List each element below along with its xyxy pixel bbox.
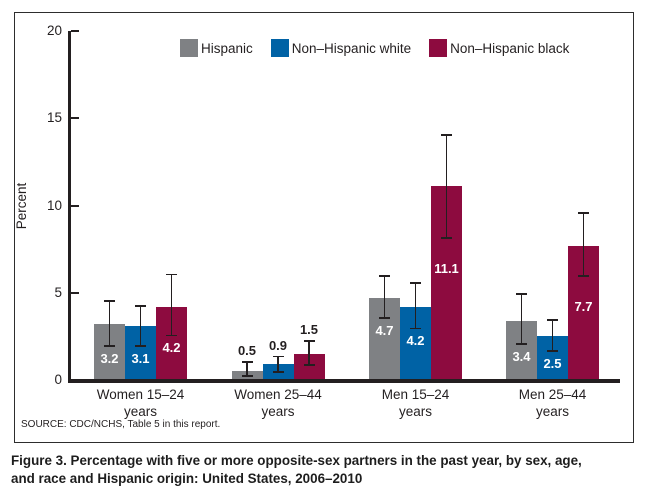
- error-bar-cap: [410, 282, 421, 285]
- legend-swatch-hispanic: [180, 39, 198, 57]
- bar-value-label: 4.2: [162, 340, 181, 356]
- bar-value-label: 4.2: [406, 333, 425, 349]
- error-bar: [520, 292, 523, 346]
- error-bar-cap: [104, 345, 115, 347]
- error-bar: [414, 282, 417, 330]
- error-bar: [277, 355, 279, 373]
- figure-caption: Figure 3. Percentage with five or more o…: [11, 452, 647, 488]
- source-note: SOURCE: CDC/NCHS, Table 5 in this report…: [21, 419, 221, 430]
- error-bar-cap: [410, 327, 421, 330]
- bar-value-label: 3.2: [100, 350, 119, 366]
- x-axis-line: [68, 379, 620, 383]
- error-bar-cap: [135, 345, 146, 347]
- bar-value-label: 3.1: [131, 350, 150, 366]
- error-bar-cap: [578, 212, 589, 215]
- error-bar-cap: [303, 339, 315, 342]
- bar-value-label: 0.9: [268, 337, 288, 353]
- legend-swatch-non-hispanic-black: [429, 39, 448, 57]
- legend-label: Hispanic: [201, 40, 253, 56]
- error-bar-cap: [241, 360, 253, 363]
- y-tick: [71, 30, 79, 32]
- x-axis-category-label: Women 25–44 years: [234, 387, 322, 419]
- error-bar: [445, 133, 448, 239]
- x-axis-category-label: Men 15–24 years: [381, 387, 450, 419]
- y-tick-label: 15: [46, 110, 62, 126]
- x-axis-category-label: Men 25–44 years: [518, 387, 587, 419]
- y-tick: [71, 117, 79, 120]
- error-bar: [170, 273, 173, 337]
- error-bar-cap: [379, 317, 390, 319]
- error-bar-cap: [104, 299, 115, 302]
- bar-value-label: 0.5: [237, 342, 257, 358]
- error-bar-cap: [303, 364, 315, 367]
- figure-caption-line-2: and race and Hispanic origin: United Sta…: [11, 471, 363, 486]
- legend-item-non-hispanic-black: Non–Hispanic black: [429, 39, 569, 57]
- error-bar-cap: [272, 355, 284, 358]
- error-bar-cap: [272, 371, 284, 374]
- error-bar: [246, 360, 248, 377]
- y-tick-label: 5: [54, 284, 62, 300]
- legend-item-non-hispanic-white: Non–Hispanic white: [270, 39, 412, 57]
- y-tick-label: 20: [46, 23, 62, 38]
- error-bar-cap: [166, 334, 177, 337]
- y-tick-label: 10: [46, 197, 62, 213]
- x-axis-category-label: Women 15–24 years: [96, 387, 185, 419]
- legend: Hispanic Non–Hispanic white Non–Hispanic b…: [180, 39, 569, 57]
- y-tick: [71, 204, 79, 207]
- y-tick: [71, 291, 79, 294]
- legend-item-hispanic: Hispanic: [180, 39, 253, 57]
- bar-value-label: 4.7: [375, 322, 394, 338]
- bar-value-label: 2.5: [543, 356, 562, 372]
- error-bar: [582, 212, 585, 278]
- legend-label: Non–Hispanic white: [291, 40, 412, 56]
- error-bar-cap: [441, 236, 452, 239]
- y-axis-line: [68, 31, 71, 383]
- error-bar: [139, 304, 142, 347]
- bar-value-label: 11.1: [434, 260, 459, 276]
- error-bar-cap: [441, 133, 452, 136]
- error-bar-cap: [516, 343, 527, 346]
- bar-value-label: 7.7: [574, 299, 593, 315]
- error-bar: [383, 275, 386, 319]
- figure-caption-line-1: Figure 3. Percentage with five or more o…: [11, 453, 582, 468]
- error-bar-cap: [547, 350, 558, 353]
- error-bar-cap: [379, 275, 390, 278]
- error-bar: [108, 299, 111, 347]
- y-tick-label: 0: [54, 372, 62, 387]
- error-bar-cap: [578, 275, 589, 278]
- error-bar-cap: [547, 318, 558, 321]
- legend-label: Non–Hispanic black: [450, 40, 570, 56]
- legend-swatch-non-hispanic-white: [270, 39, 289, 57]
- error-bar: [308, 339, 310, 367]
- bar-value-label: 3.4: [512, 349, 531, 365]
- error-bar-cap: [241, 374, 253, 377]
- error-bar: [551, 318, 554, 353]
- error-bar-cap: [166, 273, 177, 276]
- error-bar-cap: [135, 304, 146, 307]
- bar-value-label: 1.5: [299, 321, 319, 337]
- error-bar-cap: [516, 292, 527, 295]
